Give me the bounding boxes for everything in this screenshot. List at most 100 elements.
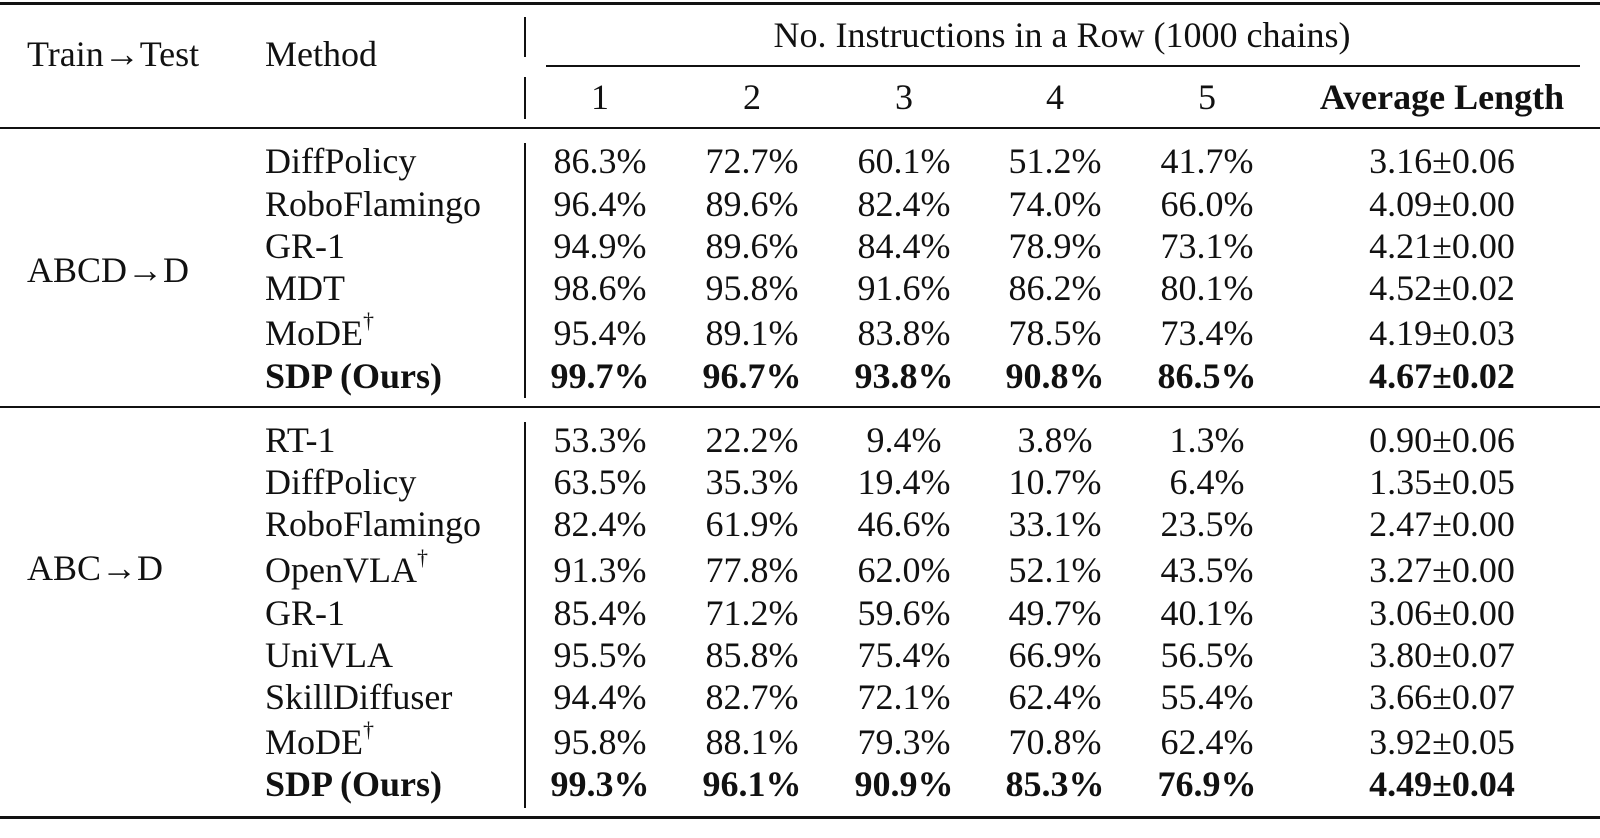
average-length-cell: 3.27±0.00 — [1369, 550, 1515, 590]
success-rate-cell: 70.8% — [1008, 722, 1102, 762]
table-row: DiffPolicy 63.5% 35.3% 19.4% 10.7% 6.4% 1.35±0… — [0, 462, 1600, 502]
average-length-cell: 1.35±0.05 — [1369, 462, 1515, 502]
method-label: SkillDiffuser — [265, 677, 453, 717]
success-rate-cell: 33.1% — [1008, 504, 1102, 544]
method-label: MoDE — [265, 313, 363, 353]
success-rate-cell: 89.6% — [705, 226, 799, 266]
average-length-cell: 3.80±0.07 — [1369, 635, 1515, 675]
method-label: MDT — [265, 268, 345, 308]
table-row: OpenVLA† 91.3% 77.8% 62.0% 52.1% 43.5% 3.27±0.… — [0, 547, 1600, 591]
header-vrule-1 — [524, 17, 526, 57]
success-rate-cell: 60.1% — [857, 141, 951, 181]
method-label: DiffPolicy — [265, 462, 417, 502]
header-bottom-rule — [0, 127, 1600, 129]
average-length-cell: 2.47±0.00 — [1369, 504, 1515, 544]
success-rate-cell: 76.9% — [1157, 764, 1257, 804]
success-rate-cell: 86.5% — [1157, 356, 1257, 396]
success-rate-cell: 91.6% — [857, 268, 951, 308]
success-rate-cell: 95.8% — [553, 722, 647, 762]
average-length-cell: 3.92±0.05 — [1369, 722, 1515, 762]
method-name: GR-1 — [265, 593, 345, 633]
success-rate-cell: 74.0% — [1008, 184, 1102, 224]
table-row: MoDE† 95.4% 89.1% 83.8% 78.5% 73.4% 4.19±0.03 — [0, 310, 1600, 354]
success-rate-cell: 71.2% — [705, 593, 799, 633]
success-rate-cell: 78.5% — [1008, 313, 1102, 353]
success-rate-cell: 94.9% — [553, 226, 647, 266]
average-length-cell: 0.90±0.06 — [1369, 420, 1515, 460]
success-rate-cell: 95.5% — [553, 635, 647, 675]
success-rate-cell: 96.1% — [702, 764, 802, 804]
method-name: RT-1 — [265, 420, 336, 460]
dagger-mark: † — [363, 717, 374, 742]
table-row: MDT 98.6% 95.8% 91.6% 86.2% 80.1% 4.52±0.02 — [0, 268, 1600, 308]
method-label: SDP (Ours) — [265, 764, 443, 804]
success-rate-cell: 90.9% — [854, 764, 954, 804]
method-label: GR-1 — [265, 593, 345, 633]
header-method: Method — [265, 34, 377, 74]
success-rate-cell: 53.3% — [553, 420, 647, 460]
table-row: SkillDiffuser 94.4% 82.7% 72.1% 62.4% 55.4% 3.… — [0, 677, 1600, 717]
col-header-1: 1 — [591, 77, 609, 117]
average-length-cell: 4.19±0.03 — [1369, 313, 1515, 353]
success-rate-cell: 85.8% — [705, 635, 799, 675]
success-rate-cell: 61.9% — [705, 504, 799, 544]
average-length-cell: 4.67±0.02 — [1369, 356, 1515, 396]
table-row: UniVLA 95.5% 85.8% 75.4% 66.9% 56.5% 3.80±0.07 — [0, 635, 1600, 675]
success-rate-cell: 9.4% — [866, 420, 942, 460]
success-rate-cell: 99.7% — [550, 356, 650, 396]
group-label-abcd-d: ABCD→D — [27, 250, 190, 290]
success-rate-cell: 52.1% — [1008, 550, 1102, 590]
table-row: RT-1 53.3% 22.2% 9.4% 3.8% 1.3% 0.90±0.06 — [0, 420, 1600, 460]
method-name: UniVLA — [265, 635, 393, 675]
success-rate-cell: 88.1% — [705, 722, 799, 762]
success-rate-cell: 19.4% — [857, 462, 951, 502]
method-label: MoDE — [265, 722, 363, 762]
col-header-5: 5 — [1198, 77, 1216, 117]
success-rate-cell: 43.5% — [1160, 550, 1254, 590]
success-rate-cell: 95.8% — [705, 268, 799, 308]
average-length-cell: 4.09±0.00 — [1369, 184, 1515, 224]
header-cmidrule — [546, 65, 1580, 67]
success-rate-cell: 73.1% — [1160, 226, 1254, 266]
table-row: SDP (Ours) 99.7% 96.7% 93.8% 90.8% 86.5% 4.67±… — [0, 356, 1600, 396]
average-length-cell: 3.16±0.06 — [1369, 141, 1515, 181]
success-rate-cell: 55.4% — [1160, 677, 1254, 717]
success-rate-cell: 41.7% — [1160, 141, 1254, 181]
success-rate-cell: 95.4% — [553, 313, 647, 353]
success-rate-cell: 94.4% — [553, 677, 647, 717]
success-rate-cell: 46.6% — [857, 504, 951, 544]
table-row: GR-1 85.4% 71.2% 59.6% 49.7% 40.1% 3.06±0.00 — [0, 593, 1600, 633]
success-rate-cell: 96.7% — [702, 356, 802, 396]
method-label: DiffPolicy — [265, 141, 417, 181]
success-rate-cell: 80.1% — [1160, 268, 1254, 308]
bottom-rule — [0, 816, 1600, 819]
success-rate-cell: 6.4% — [1169, 462, 1245, 502]
method-name: MoDE† — [265, 719, 374, 763]
success-rate-cell: 40.1% — [1160, 593, 1254, 633]
method-name: SkillDiffuser — [265, 677, 452, 717]
method-label: GR-1 — [265, 226, 345, 266]
method-name: GR-1 — [265, 226, 345, 266]
method-label: SDP (Ours) — [265, 356, 443, 396]
success-rate-cell: 66.0% — [1160, 184, 1254, 224]
success-rate-cell: 85.4% — [553, 593, 647, 633]
success-rate-cell: 49.7% — [1008, 593, 1102, 633]
table-row: RoboFlamingo 82.4% 61.9% 46.6% 33.1% 23.5% 2.4… — [0, 504, 1600, 544]
table-row: DiffPolicy 86.3% 72.7% 60.1% 51.2% 41.7% 3.16±… — [0, 141, 1600, 181]
method-label: UniVLA — [265, 635, 393, 675]
method-name: MoDE† — [265, 310, 374, 354]
method-label: RoboFlamingo — [265, 184, 482, 224]
success-rate-cell: 75.4% — [857, 635, 951, 675]
success-rate-cell: 99.3% — [550, 764, 650, 804]
success-rate-cell: 89.6% — [705, 184, 799, 224]
col-header-3: 3 — [895, 77, 913, 117]
col-header-average-length: Average Length — [1319, 77, 1565, 117]
table-row: SDP (Ours) 99.3% 96.1% 90.9% 85.3% 76.9% 4.49±… — [0, 764, 1600, 804]
method-label: OpenVLA — [265, 550, 417, 590]
success-rate-cell: 90.8% — [1005, 356, 1105, 396]
table-row: MoDE† 95.8% 88.1% 79.3% 70.8% 62.4% 3.92±0.05 — [0, 719, 1600, 763]
group-separator-rule — [0, 406, 1600, 408]
top-rule — [0, 2, 1600, 5]
average-length-cell: 4.49±0.04 — [1369, 764, 1515, 804]
success-rate-cell: 22.2% — [705, 420, 799, 460]
